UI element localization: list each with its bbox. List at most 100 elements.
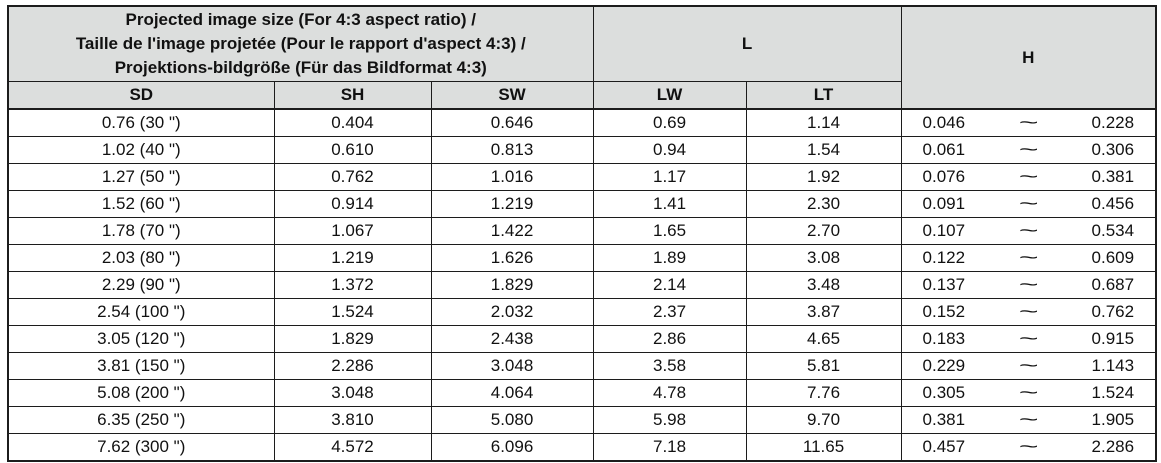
projection-distance-table: Projected image size (For 4:3 aspect rat… [7, 5, 1158, 462]
cell-sd: 2.29 (90 ") [7, 271, 275, 299]
cell-sd: 2.03 (80 ") [7, 244, 275, 272]
cell-lt: 11.65 [745, 433, 902, 462]
cell-h-min: 0.122 [922, 248, 966, 267]
cell-h: 0.183 ~ 0.915 [900, 325, 1157, 353]
header-title-line-en: Projected image size (For 4:3 aspect rat… [125, 10, 477, 29]
cell-sw: 1.626 [430, 244, 594, 272]
cell-sw: 2.032 [430, 298, 594, 326]
cell-sw: 3.048 [430, 352, 594, 380]
table-row: 3.81 (150 ") 2.286 3.048 3.58 5.81 0.229… [7, 352, 1157, 380]
cell-h-min: 0.381 [922, 410, 966, 429]
projection-distance-table-wrap: Projected image size (For 4:3 aspect rat… [7, 5, 1158, 462]
table-row: 1.27 (50 ") 0.762 1.016 1.17 1.92 0.076 … [7, 163, 1157, 191]
group-header-row: Projected image size (For 4:3 aspect rat… [7, 5, 1157, 110]
cell-lw: 0.94 [592, 136, 747, 164]
cell-h-min: 0.305 [922, 383, 966, 402]
cell-sh: 1.372 [273, 271, 432, 299]
sub-header-row: SD SH SW LW LT [7, 81, 1156, 110]
tilde-symbol: ~ [1018, 249, 1039, 268]
cell-h-min: 0.046 [922, 113, 966, 132]
cell-h-max: 0.915 [1091, 329, 1135, 348]
cell-h: 0.107 ~ 0.534 [900, 217, 1157, 245]
cell-h-max: 1.524 [1091, 383, 1135, 402]
table-row: 1.02 (40 ") 0.610 0.813 0.94 1.54 0.061 … [7, 136, 1157, 164]
cell-h: 0.046 ~ 0.228 [900, 108, 1157, 137]
cell-h: 0.091 ~ 0.456 [900, 190, 1157, 218]
cell-sh: 1.219 [273, 244, 432, 272]
table-row: 2.54 (100 ") 1.524 2.032 2.37 3.87 0.152… [7, 298, 1157, 326]
tilde-symbol: ~ [1018, 168, 1039, 187]
cell-lt: 3.87 [745, 298, 902, 326]
tilde-symbol: ~ [1018, 438, 1039, 457]
cell-sd: 7.62 (300 ") [7, 433, 275, 462]
cell-sh: 0.914 [273, 190, 432, 218]
cell-lt: 2.30 [745, 190, 902, 218]
cell-lt: 3.48 [745, 271, 902, 299]
cell-sw: 4.064 [430, 379, 594, 407]
tilde-symbol: ~ [1018, 357, 1039, 376]
cell-lw: 1.17 [592, 163, 747, 191]
cell-sw: 6.096 [430, 433, 594, 462]
cell-lw: 1.65 [592, 217, 747, 245]
col-header-sw: SW [430, 81, 594, 110]
cell-lw: 2.86 [592, 325, 747, 353]
table-row: 1.78 (70 ") 1.067 1.422 1.65 2.70 0.107 … [7, 217, 1157, 245]
table-row: 5.08 (200 ") 3.048 4.064 4.78 7.76 0.305… [7, 379, 1157, 407]
cell-sw: 1.422 [430, 217, 594, 245]
cell-sd: 1.78 (70 ") [7, 217, 275, 245]
cell-sd: 3.05 (120 ") [7, 325, 275, 353]
cell-sh: 0.762 [273, 163, 432, 191]
cell-sd: 5.08 (200 ") [7, 379, 275, 407]
cell-h-min: 0.183 [922, 329, 966, 348]
cell-sd: 3.81 (150 ") [7, 352, 275, 380]
cell-lw: 7.18 [592, 433, 747, 462]
h-group-header: H [900, 5, 1157, 110]
cell-lw: 3.58 [592, 352, 747, 380]
cell-lt: 2.70 [745, 217, 902, 245]
cell-lw: 0.69 [592, 108, 747, 137]
cell-lt: 5.81 [745, 352, 902, 380]
cell-sh: 4.572 [273, 433, 432, 462]
cell-h-min: 0.152 [922, 302, 966, 321]
cell-h-max: 0.456 [1091, 194, 1135, 213]
table-row: 1.52 (60 ") 0.914 1.219 1.41 2.30 0.091 … [7, 190, 1157, 218]
tilde-symbol: ~ [1018, 411, 1039, 430]
tilde-symbol: ~ [1018, 195, 1039, 214]
cell-h-min: 0.457 [922, 437, 966, 456]
cell-sh: 3.048 [273, 379, 432, 407]
table-row: 2.03 (80 ") 1.219 1.626 1.89 3.08 0.122 … [7, 244, 1157, 272]
cell-h: 0.305 ~ 1.524 [900, 379, 1157, 407]
cell-sh: 1.067 [273, 217, 432, 245]
cell-h-max: 0.687 [1091, 275, 1135, 294]
cell-h: 0.457 ~ 2.286 [900, 433, 1157, 462]
cell-h: 0.076 ~ 0.381 [900, 163, 1157, 191]
cell-sd: 1.27 (50 ") [7, 163, 275, 191]
table-row: 6.35 (250 ") 3.810 5.080 5.98 9.70 0.381… [7, 406, 1157, 434]
tilde-symbol: ~ [1018, 384, 1039, 403]
cell-h-min: 0.061 [922, 140, 966, 159]
cell-h-min: 0.137 [922, 275, 966, 294]
cell-sw: 5.080 [430, 406, 594, 434]
table-row: 7.62 (300 ") 4.572 6.096 7.18 11.65 0.45… [7, 433, 1157, 462]
cell-sh: 0.404 [273, 108, 432, 137]
cell-h-min: 0.091 [922, 194, 966, 213]
cell-lw: 2.14 [592, 271, 747, 299]
cell-sh: 0.610 [273, 136, 432, 164]
cell-sw: 1.219 [430, 190, 594, 218]
col-header-lw: LW [592, 81, 747, 110]
tilde-symbol: ~ [1018, 330, 1039, 349]
cell-sh: 1.829 [273, 325, 432, 353]
cell-sw: 2.438 [430, 325, 594, 353]
cell-h: 0.122 ~ 0.609 [900, 244, 1157, 272]
cell-h-max: 1.143 [1091, 356, 1135, 375]
cell-sh: 2.286 [273, 352, 432, 380]
l-group-header: L [592, 5, 902, 82]
cell-sh: 1.524 [273, 298, 432, 326]
tilde-symbol: ~ [1018, 276, 1039, 295]
tilde-symbol: ~ [1018, 141, 1039, 160]
cell-sd: 0.76 (30 ") [7, 108, 275, 137]
cell-sw: 1.829 [430, 271, 594, 299]
cell-h-max: 2.286 [1091, 437, 1135, 456]
cell-h-min: 0.107 [922, 221, 966, 240]
cell-sd: 1.02 (40 ") [7, 136, 275, 164]
